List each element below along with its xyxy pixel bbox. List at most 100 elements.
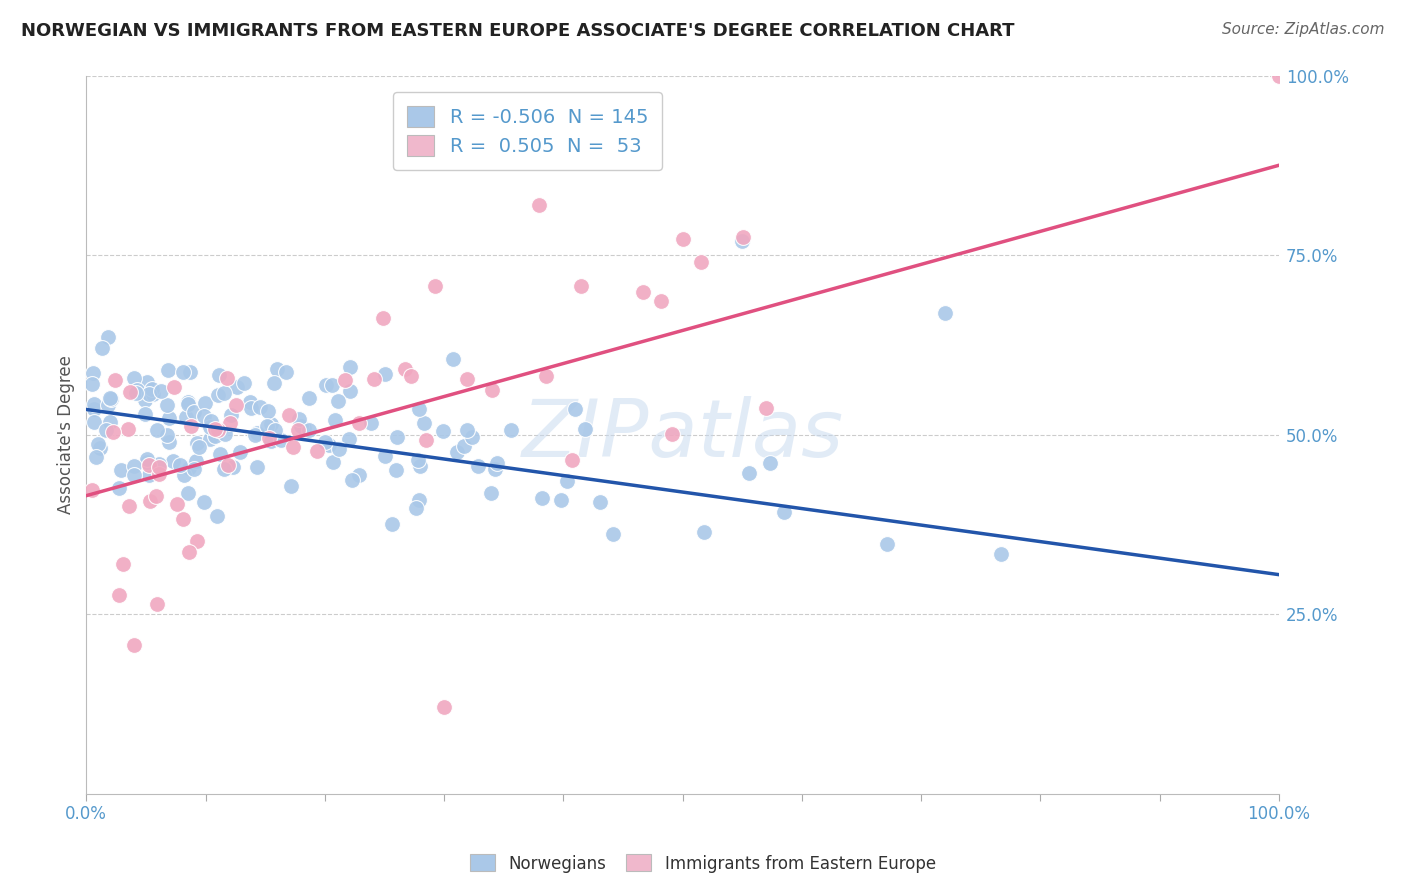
Point — [108, 481, 131, 495]
Point — [290, 419, 312, 434]
Point — [229, 444, 252, 458]
Point — [318, 437, 340, 451]
Point — [733, 230, 755, 244]
Point — [98, 415, 121, 429]
Point — [759, 456, 782, 470]
Point — [134, 392, 156, 407]
Point — [433, 700, 456, 714]
Point — [193, 409, 215, 424]
Point — [83, 401, 105, 416]
Point — [186, 533, 208, 548]
Legend: Norwegians, Immigrants from Eastern Europe: Norwegians, Immigrants from Eastern Euro… — [464, 847, 942, 880]
Point — [486, 456, 509, 470]
Point — [212, 385, 235, 400]
Point — [179, 365, 201, 379]
Point — [100, 392, 122, 406]
Point — [207, 423, 229, 437]
Point — [139, 494, 162, 508]
Text: NORWEGIAN VS IMMIGRANTS FROM EASTERN EUROPE ASSOCIATE'S DEGREE CORRELATION CHART: NORWEGIAN VS IMMIGRANTS FROM EASTERN EUR… — [21, 22, 1015, 40]
Point — [650, 294, 672, 309]
Point — [564, 401, 586, 416]
Point — [661, 426, 683, 441]
Point — [91, 341, 114, 355]
Point — [339, 384, 361, 398]
Point — [340, 473, 363, 487]
Point — [83, 415, 105, 429]
Point — [122, 467, 145, 482]
Point — [183, 461, 205, 475]
Point — [876, 537, 898, 551]
Point — [219, 417, 242, 431]
Point — [97, 399, 120, 413]
Point — [773, 505, 796, 519]
Point — [222, 460, 245, 475]
Point — [122, 459, 145, 474]
Point — [148, 457, 170, 471]
Point — [693, 524, 716, 539]
Point — [225, 398, 247, 412]
Point — [328, 442, 350, 456]
Point — [425, 279, 447, 293]
Point — [374, 367, 396, 381]
Point — [453, 439, 475, 453]
Point — [156, 362, 179, 376]
Point — [117, 422, 139, 436]
Point — [141, 383, 163, 397]
Point — [180, 418, 202, 433]
Point — [148, 460, 170, 475]
Point — [179, 460, 201, 475]
Point — [194, 396, 217, 410]
Point — [412, 416, 434, 430]
Point — [183, 405, 205, 419]
Point — [135, 452, 157, 467]
Point — [104, 373, 127, 387]
Point — [198, 419, 221, 434]
Point — [328, 393, 350, 408]
Point — [193, 495, 215, 509]
Point — [574, 422, 596, 436]
Point — [156, 398, 179, 412]
Point — [138, 387, 160, 401]
Point — [221, 409, 243, 423]
Point — [207, 388, 229, 402]
Point — [314, 434, 336, 449]
Point — [174, 409, 197, 424]
Point — [101, 425, 124, 440]
Point — [111, 558, 134, 572]
Point — [198, 432, 221, 446]
Point — [484, 462, 506, 476]
Point — [169, 458, 191, 473]
Point — [249, 401, 271, 415]
Point — [179, 545, 201, 559]
Point — [172, 365, 194, 379]
Point — [188, 440, 211, 454]
Point — [243, 428, 266, 442]
Point — [110, 463, 132, 477]
Point — [415, 433, 437, 447]
Point — [205, 508, 228, 523]
Point — [100, 392, 122, 406]
Point — [84, 450, 107, 465]
Point — [157, 411, 180, 425]
Point — [409, 459, 432, 474]
Point — [292, 421, 315, 435]
Point — [149, 384, 172, 399]
Point — [108, 588, 131, 602]
Point — [263, 423, 285, 437]
Y-axis label: Associate's Degree: Associate's Degree — [58, 355, 75, 514]
Point — [225, 380, 247, 394]
Point — [456, 423, 478, 437]
Point — [214, 426, 236, 441]
Point — [529, 198, 551, 212]
Point — [755, 401, 778, 416]
Point — [125, 386, 148, 401]
Point — [280, 479, 302, 493]
Point — [333, 374, 356, 388]
Text: ZIPatlas: ZIPatlas — [522, 395, 844, 474]
Point — [125, 383, 148, 397]
Point — [432, 424, 454, 438]
Legend: R = -0.506  N = 145, R =  0.505  N =  53: R = -0.506 N = 145, R = 0.505 N = 53 — [394, 93, 662, 169]
Point — [239, 394, 262, 409]
Point — [481, 383, 503, 397]
Point — [209, 446, 232, 460]
